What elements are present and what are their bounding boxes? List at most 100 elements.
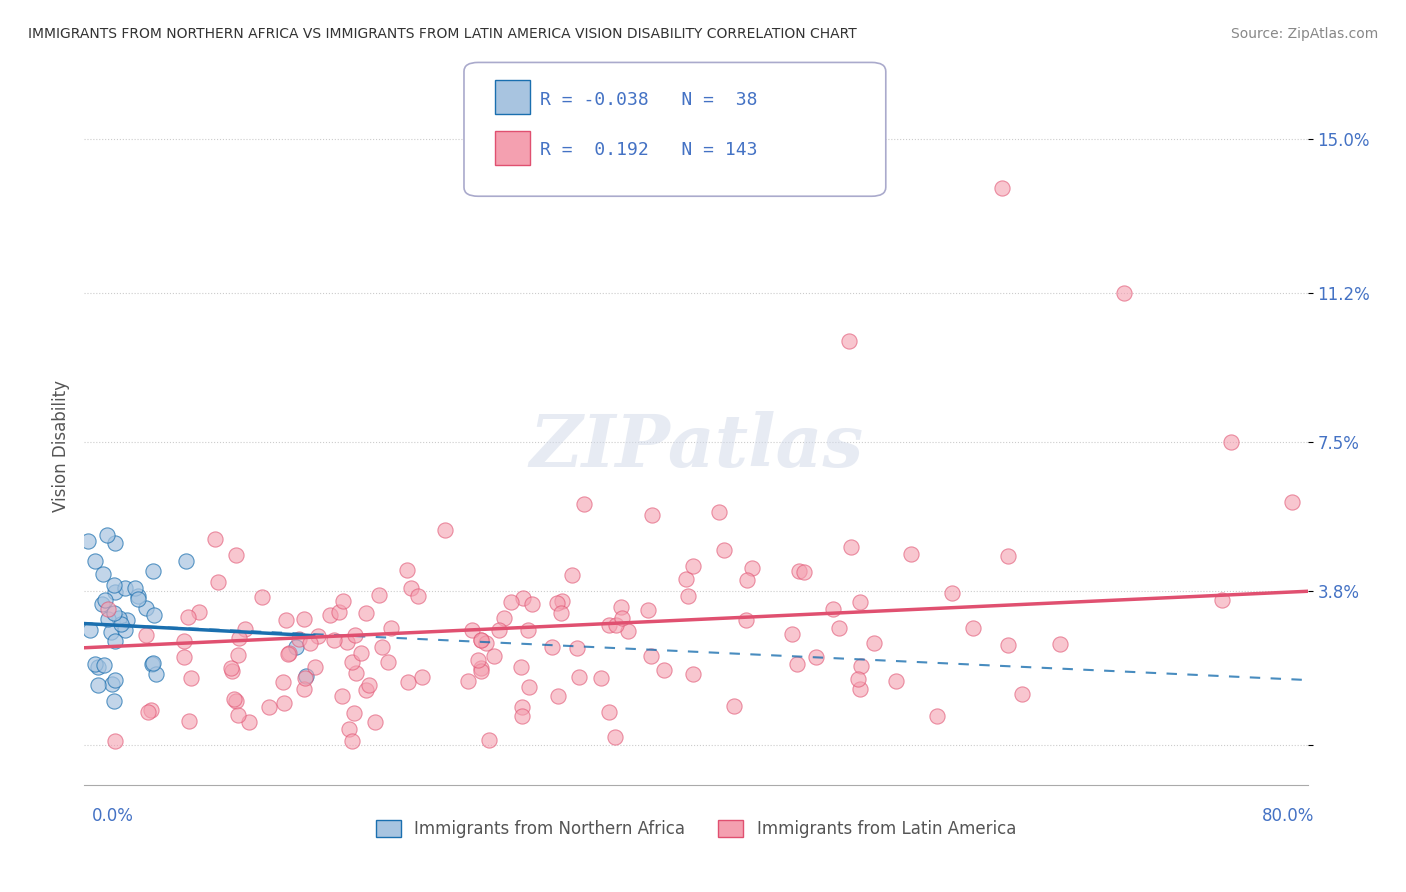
Point [510, 660, 533, 674]
Point [87, 660, 110, 674]
Point [512, 708, 534, 723]
Point [127, 592, 149, 607]
Point [354, 682, 377, 697]
Point [145, 666, 167, 681]
Point [494, 610, 516, 624]
Point [97, 602, 120, 616]
Point [396, 563, 419, 577]
Text: ZIPatlas: ZIPatlas [529, 410, 863, 482]
Point [804, 649, 827, 664]
Point [598, 705, 620, 719]
Point [997, 549, 1019, 564]
Point [780, 626, 803, 640]
Point [793, 566, 815, 580]
Point [319, 608, 342, 623]
Point [225, 548, 247, 562]
Point [108, 611, 131, 625]
Point [411, 670, 433, 684]
Point [225, 694, 247, 708]
Text: Source: ZipAtlas.com: Source: ZipAtlas.com [1230, 27, 1378, 41]
Point [457, 674, 479, 689]
Point [884, 673, 907, 688]
Point [838, 334, 860, 348]
Point [641, 508, 664, 523]
Point [204, 533, 226, 547]
Point [141, 703, 163, 717]
Point [250, 590, 273, 604]
Point [330, 690, 353, 704]
Point [565, 640, 588, 655]
Point [900, 547, 922, 561]
Point [228, 631, 250, 645]
Point [676, 589, 699, 603]
Point [499, 595, 522, 609]
Point [786, 657, 808, 671]
Point [174, 554, 197, 568]
Point [97, 612, 120, 626]
Point [610, 611, 633, 625]
Point [849, 681, 872, 696]
Point [354, 606, 377, 620]
Point [371, 640, 394, 654]
Point [142, 656, 165, 670]
Point [91, 597, 114, 611]
Point [470, 661, 492, 675]
Point [328, 605, 350, 619]
Point [127, 589, 149, 603]
Point [540, 640, 562, 654]
Point [304, 660, 326, 674]
Point [640, 649, 662, 664]
Point [117, 613, 139, 627]
Point [396, 675, 419, 690]
Point [1220, 434, 1243, 449]
Text: IMMIGRANTS FROM NORTHERN AFRICA VS IMMIGRANTS FROM LATIN AMERICA VISION DISABILI: IMMIGRANTS FROM NORTHERN AFRICA VS IMMIG… [28, 27, 856, 41]
Point [221, 664, 243, 678]
Point [322, 633, 344, 648]
Point [512, 591, 534, 606]
Point [1281, 495, 1303, 509]
Point [368, 588, 391, 602]
Point [176, 610, 198, 624]
Point [550, 606, 572, 620]
Point [789, 564, 811, 578]
Point [100, 625, 122, 640]
Point [637, 603, 659, 617]
Point [180, 671, 202, 685]
Point [682, 666, 704, 681]
Point [103, 606, 125, 620]
Point [1114, 285, 1136, 300]
Point [1011, 687, 1033, 701]
Point [517, 680, 540, 694]
Point [83, 657, 105, 671]
Text: 0.0%: 0.0% [91, 807, 134, 825]
Point [136, 705, 159, 719]
Point [273, 696, 295, 710]
Point [723, 698, 745, 713]
Point [470, 632, 492, 647]
Point [277, 647, 299, 661]
Point [76, 534, 98, 549]
Point [470, 664, 492, 678]
Point [143, 607, 166, 622]
Point [173, 634, 195, 648]
Point [219, 661, 242, 675]
Point [478, 733, 501, 747]
Point [598, 618, 620, 632]
Point [605, 730, 627, 744]
Point [849, 658, 872, 673]
Point [292, 612, 315, 626]
Point [713, 542, 735, 557]
Point [488, 623, 510, 637]
Point [962, 621, 984, 635]
Point [103, 694, 125, 708]
Point [516, 623, 538, 637]
Point [741, 561, 763, 575]
Point [135, 628, 157, 642]
Point [294, 671, 316, 685]
Point [941, 585, 963, 599]
Point [100, 677, 122, 691]
Point [96, 528, 118, 542]
Point [87, 678, 110, 692]
Point [299, 636, 322, 650]
Point [434, 523, 457, 537]
